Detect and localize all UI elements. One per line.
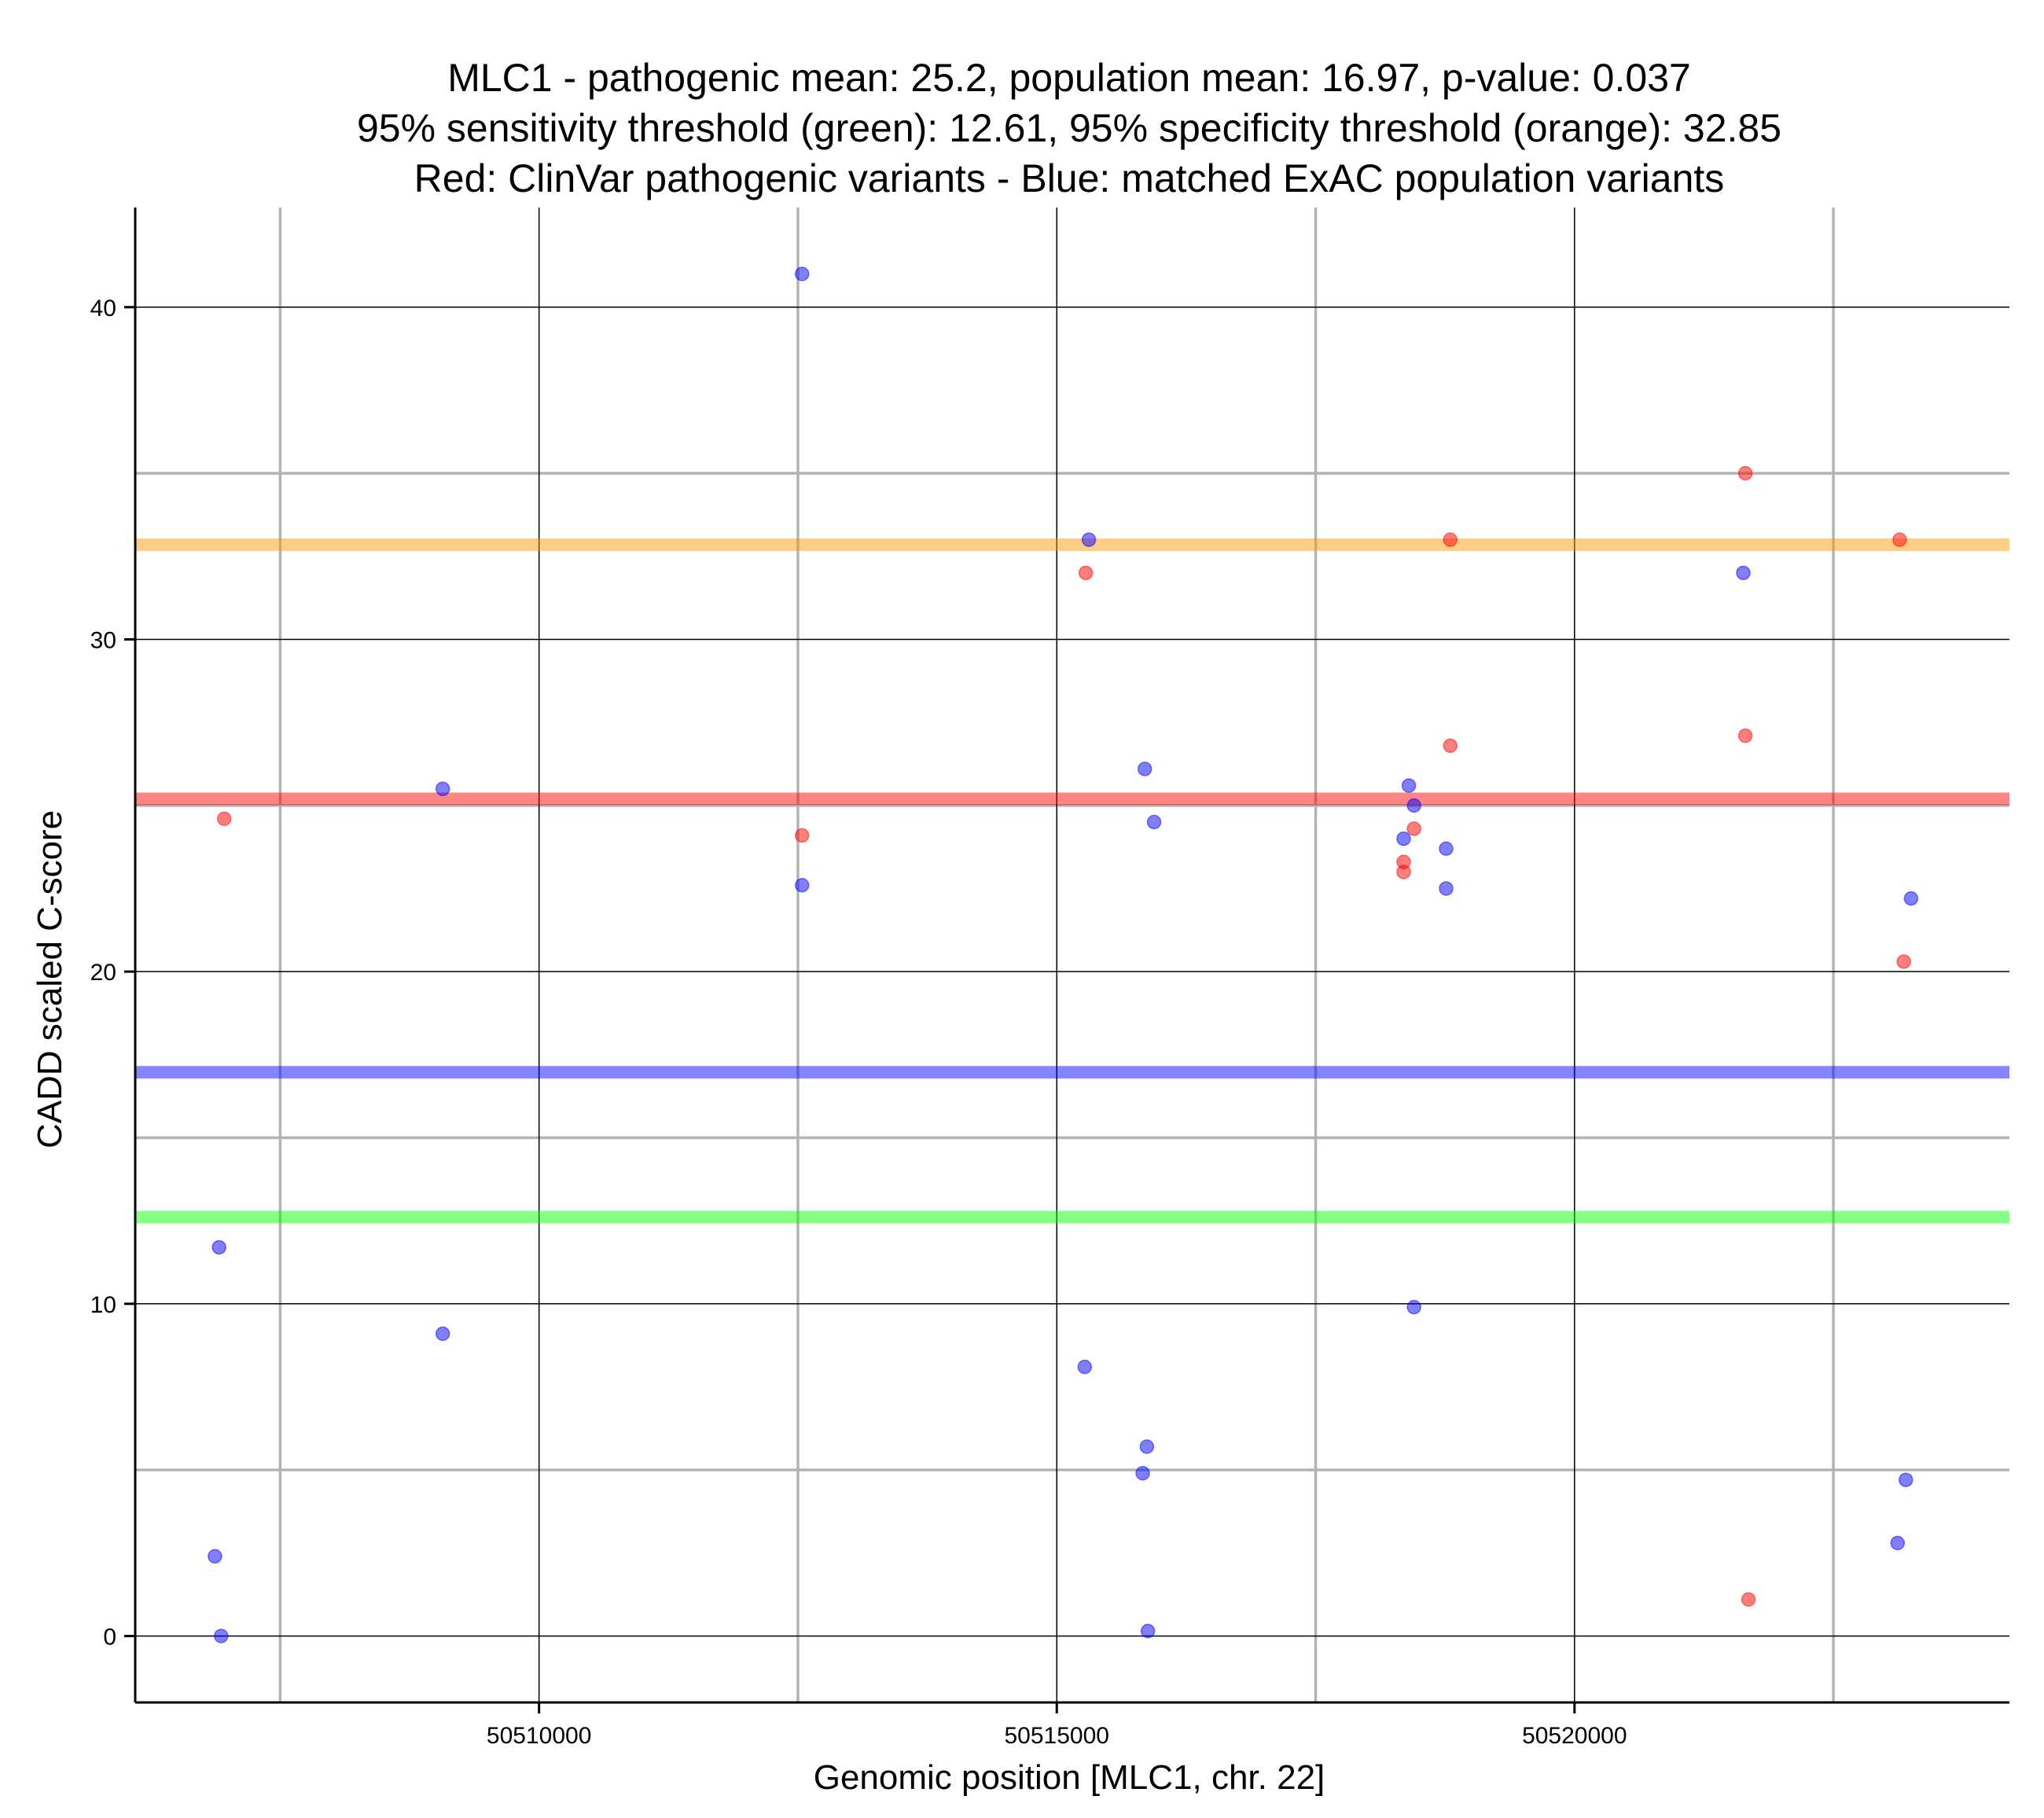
population-variant-point (435, 1326, 450, 1342)
pathogenic-variant-point (1443, 532, 1458, 547)
title-line-1: MLC1 - pathogenic mean: 25.2, population… (447, 56, 1691, 100)
x-tick-label: 50515000 (1005, 1723, 1109, 1749)
population-variant-point (794, 266, 810, 281)
y-tick-label: 30 (90, 627, 116, 653)
pathogenic-variant-point (1737, 728, 1753, 744)
y-axis-title: CADD scaled C-score (31, 810, 69, 1148)
x-tick-label: 50520000 (1522, 1723, 1627, 1749)
chart-title: MLC1 - pathogenic mean: 25.2, population… (357, 56, 1781, 200)
pathogenic-variant-point (1892, 532, 1907, 547)
pathogenic-variant-point (217, 811, 232, 826)
population-variant-point (1077, 1359, 1093, 1375)
population-variant-point (1081, 532, 1097, 547)
y-tick-label: 20 (90, 960, 116, 986)
population-variant-point (1890, 1535, 1906, 1551)
pathogenic-variant-point (1737, 465, 1753, 481)
y-tick-label: 40 (90, 296, 116, 321)
population-variant-point (1137, 762, 1153, 777)
y-tick-label: 0 (103, 1624, 116, 1650)
population-variant-point (1899, 1472, 1913, 1488)
population-variant-point (1439, 841, 1454, 856)
population-variant-point (794, 877, 810, 893)
population-variant-point (1135, 1466, 1150, 1481)
x-tick-label: 50510000 (487, 1723, 591, 1749)
pathogenic-variant-point (1443, 738, 1458, 753)
title-line-3: Red: ClinVar pathogenic variants - Blue:… (414, 156, 1725, 200)
y-tick-label: 10 (90, 1292, 116, 1318)
title-line-2: 95% sensitivity threshold (green): 12.61… (357, 106, 1781, 150)
tick-labels-layer: 0 10 20 30 40 50510000 50515000 50520000 (90, 296, 1627, 1749)
population-variant-point (1903, 891, 1919, 906)
pathogenic-variant-point (1078, 565, 1094, 581)
pathogenic-variant-point (1741, 1592, 1756, 1607)
population-variant-point (211, 1240, 226, 1255)
population-variant-point (1401, 778, 1417, 793)
reference-lines-layer (135, 538, 2009, 1224)
grid-layer (135, 208, 2009, 1702)
population-variant-point (208, 1548, 222, 1564)
population-variant-point (1439, 881, 1454, 896)
population-variant-point (1406, 798, 1421, 814)
pathogenic-variant-point (1406, 821, 1421, 836)
pathogenic-variant-point (794, 828, 810, 843)
population-variant-point (1146, 814, 1162, 830)
x-axis-title: Genomic position [MLC1, chr. 22] (814, 1758, 1325, 1797)
population-variant-point (214, 1629, 229, 1644)
pathogenic-variant-point (1896, 954, 1911, 969)
population-variant-point (1396, 831, 1411, 847)
population-variant-point (1140, 1623, 1156, 1639)
pathogenic-variant-point (1396, 865, 1411, 880)
population-variant-point (435, 781, 450, 796)
population-variant-point (1139, 1439, 1155, 1454)
axes-layer (124, 208, 2009, 1713)
population-variant-point (1736, 565, 1751, 581)
data-points-layer (208, 266, 1919, 1644)
population-variant-point (1406, 1299, 1421, 1315)
